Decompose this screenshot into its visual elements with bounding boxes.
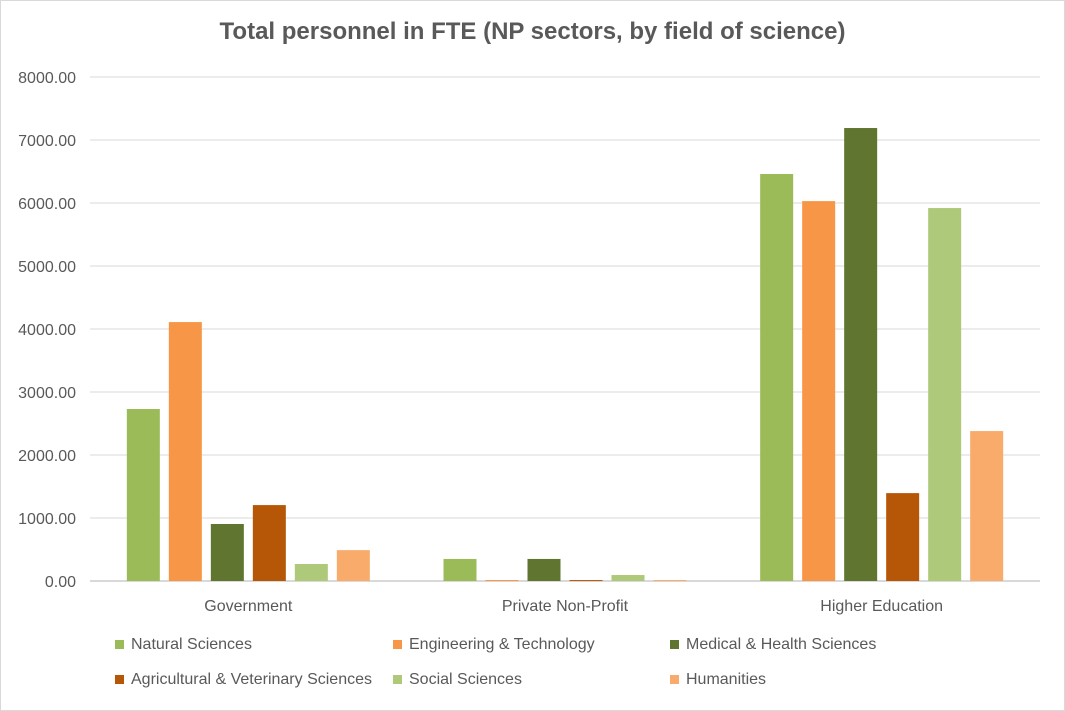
legend-item: Humanities (670, 671, 766, 689)
bar (126, 409, 160, 581)
y-tick-label: 6000.00 (18, 196, 76, 213)
y-tick-label: 0.00 (45, 574, 76, 591)
bar (527, 558, 561, 581)
legend-item: Social Sciences (393, 671, 522, 689)
legend-item: Engineering & Technology (393, 636, 595, 654)
bar (970, 431, 1004, 581)
legend-label: Humanities (686, 671, 767, 688)
legend-label: Engineering & Technology (409, 636, 595, 653)
legend-label: Social Sciences (409, 671, 522, 688)
legend-swatch (115, 675, 124, 685)
bar (294, 563, 328, 581)
legend-swatch (393, 675, 402, 685)
bar (611, 575, 645, 581)
bar (760, 174, 794, 581)
y-tick-label: 2000.00 (18, 448, 76, 465)
legend-swatch (670, 640, 679, 650)
bar (210, 523, 244, 581)
y-tick-label: 8000.00 (18, 70, 76, 87)
legend-swatch (115, 640, 124, 650)
bar (844, 128, 878, 581)
legend-item: Medical & Health Sciences (670, 636, 876, 654)
bar (168, 322, 202, 581)
legend-swatch (393, 640, 402, 650)
y-tick-label: 3000.00 (18, 385, 76, 402)
legend-label: Agricultural & Veterinary Sciences (131, 671, 372, 688)
bar (653, 580, 687, 582)
bar (252, 505, 286, 581)
y-tick-label: 4000.00 (18, 322, 76, 339)
legend-item: Agricultural & Veterinary Sciences (115, 671, 372, 689)
x-tick-label: Government (204, 598, 293, 615)
legend-swatch (670, 675, 679, 685)
legend-label: Medical & Health Sciences (686, 636, 877, 653)
y-tick-label: 5000.00 (18, 259, 76, 276)
x-tick-label: Private Non-Profit (502, 598, 629, 615)
bar (443, 558, 477, 581)
bar (336, 550, 370, 581)
legend-item: Natural Sciences (115, 636, 252, 654)
legend-label: Natural Sciences (131, 636, 252, 653)
y-tick-label: 7000.00 (18, 133, 76, 150)
bar (886, 493, 920, 581)
bar (928, 208, 962, 582)
bar (485, 580, 519, 582)
y-tick-label: 1000.00 (18, 511, 76, 528)
bar (569, 580, 603, 582)
chart-title: Total personnel in FTE (NP sectors, by f… (219, 18, 846, 45)
x-tick-label: Higher Education (820, 598, 943, 615)
bar (802, 201, 836, 582)
